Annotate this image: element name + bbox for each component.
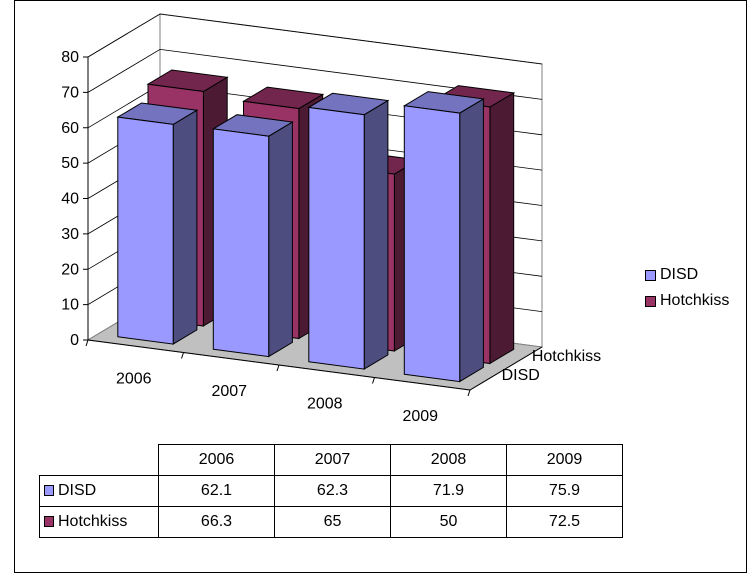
table-cell: 65: [274, 506, 391, 538]
value-axis-tick-label: 50: [61, 155, 79, 172]
bars-front-row: [116, 91, 485, 383]
category-tick: [181, 352, 184, 359]
category-label: 2006: [116, 370, 152, 387]
table-cell: 75.9: [506, 475, 623, 507]
table-corner: [39, 444, 159, 476]
depth-label: DISD: [502, 367, 540, 384]
bar-disd-2006-front: [117, 116, 174, 345]
table-cell: 50: [390, 506, 507, 538]
bar-disd-2007-front: [212, 128, 270, 358]
table-row-label: Hotchkiss: [39, 506, 159, 538]
table-cell: 66.3: [158, 506, 275, 538]
bar-disd-2008-side: [363, 99, 389, 370]
depth-label: Hotchkiss: [532, 348, 601, 365]
bar-hotchkiss-2009-side: [489, 92, 515, 365]
bar-disd-2009-front: [403, 105, 461, 383]
value-axis-tick-label: 70: [61, 84, 79, 101]
category-tick: [467, 389, 471, 397]
category-tick: [85, 339, 89, 347]
table-header-row: 2006 2007 2008 2009: [39, 444, 623, 476]
data-table: 2006 2007 2008 2009 DISD 62.1 62.3 71.9 …: [39, 444, 623, 538]
gridline: [87, 13, 543, 65]
table-header-cell: 2009: [506, 444, 623, 476]
gridline: [87, 48, 543, 100]
category-label: 2008: [307, 395, 343, 412]
category-tick: [276, 364, 280, 372]
bar-disd-2009: [402, 91, 485, 383]
table-header-cell: 2008: [390, 444, 507, 476]
bar-disd-2007: [211, 114, 294, 358]
table-cell: 62.3: [274, 475, 391, 507]
value-axis-tick-label: 0: [70, 332, 79, 349]
legend-item-disd: DISD: [645, 262, 748, 288]
legend-swatch-disd: [645, 269, 656, 281]
value-axis: 0 10 20 30 40 50 60 70 80: [61, 49, 89, 349]
category-tick: [372, 377, 375, 384]
value-axis-tick-label: 40: [61, 191, 79, 208]
bar-disd-2009-side: [459, 98, 484, 383]
legend-label-hotchkiss: Hotchkiss: [660, 292, 730, 309]
table-row-label-text: DISD: [58, 482, 97, 499]
table-row-hotchkiss: Hotchkiss 66.3 65 50 72.5: [39, 506, 623, 538]
bar-disd-2006: [116, 102, 199, 345]
legend: DISD Hotchkiss: [645, 262, 748, 314]
legend-item-hotchkiss: Hotchkiss: [645, 288, 748, 314]
table-row-label-text: Hotchkiss: [58, 513, 128, 530]
bar-disd-2008: [307, 92, 390, 370]
table-cell: 72.5: [506, 506, 623, 538]
table-header-cell: 2006: [158, 444, 275, 476]
bar-disd-2007-side: [268, 121, 293, 358]
value-axis-tick-label: 10: [61, 297, 79, 314]
table-key-disd: [44, 485, 54, 496]
table-header-cell: 2007: [274, 444, 391, 476]
bar-disd-2006-side: [172, 109, 198, 345]
value-axis-tick-label: 80: [61, 49, 79, 66]
legend-swatch-hotchkiss: [645, 295, 656, 307]
table-key-hotchkiss: [44, 516, 54, 527]
table-cell: 62.1: [158, 475, 275, 507]
axis-labels: 2006 2007 2008 2009 Hotchkiss DISD: [85, 339, 601, 425]
value-axis-tick-label: 20: [61, 261, 79, 278]
value-axis-tick-label: 30: [61, 226, 79, 243]
depth-axis-line: [469, 346, 543, 391]
value-axis-tick-label: 60: [61, 120, 79, 137]
category-label: 2007: [211, 383, 247, 400]
legend-label-disd: DISD: [660, 266, 699, 283]
category-label: 2009: [402, 408, 438, 425]
table-row-disd: DISD 62.1 62.3 71.9 75.9: [39, 475, 623, 507]
table-cell: 71.9: [390, 475, 507, 507]
bar-disd-2008-front: [308, 106, 365, 370]
table-row-label: DISD: [39, 475, 159, 507]
